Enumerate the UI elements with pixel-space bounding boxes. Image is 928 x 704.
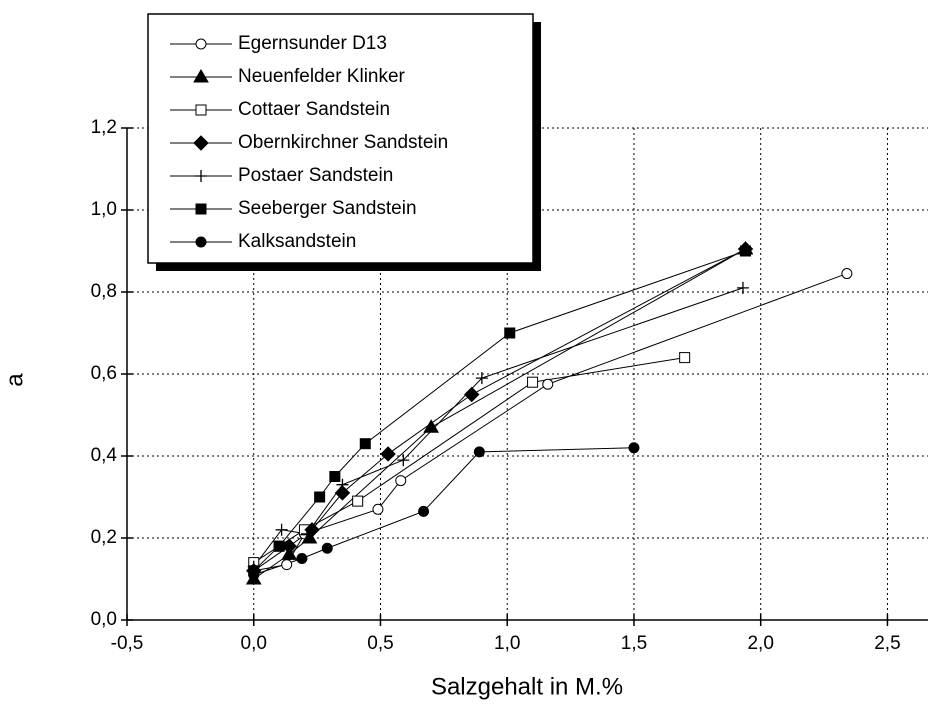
series-line (253, 248, 746, 572)
x-tick-label: 2,5 (874, 633, 900, 654)
legend-marker (195, 104, 207, 116)
series-line (253, 273, 848, 572)
data-point (273, 540, 285, 552)
legend (147, 13, 534, 264)
data-point (475, 372, 488, 385)
legend-label: Cottaer Sandstein (238, 99, 390, 120)
y-tick-label: 0,6 (91, 363, 117, 384)
data-point (329, 471, 341, 482)
data-point (504, 327, 516, 339)
data-point (321, 542, 333, 554)
legend-marker (195, 38, 207, 50)
data-point (304, 522, 320, 538)
data-point (423, 419, 440, 433)
data-point (736, 281, 749, 294)
legend-label: Neuenfelder Klinker (238, 66, 406, 87)
legend-label: Obernkirchner Sandstein (238, 132, 448, 153)
data-point (275, 523, 288, 536)
y-tick-label: 1,2 (91, 117, 117, 138)
data-point (281, 559, 293, 571)
data-point (301, 530, 318, 544)
data-point (473, 446, 485, 458)
data-point (841, 268, 853, 280)
y-tick-label: 0,4 (91, 445, 118, 466)
data-point (380, 446, 396, 462)
legend-marker (195, 203, 207, 215)
y-tick-label: 0,2 (91, 527, 117, 548)
legend-label: Egernsunder D13 (238, 33, 387, 54)
legend-label: Kalksandstein (238, 231, 356, 252)
x-tick-label: -0,5 (111, 633, 144, 654)
legend-label: Postaer Sandstein (238, 165, 393, 186)
data-point (336, 478, 349, 491)
series-line (253, 250, 746, 572)
data-point (679, 352, 691, 364)
x-tick-label: 0,0 (241, 633, 267, 654)
data-point (395, 475, 407, 487)
data-point (739, 245, 751, 257)
y-tick-label: 0,8 (91, 281, 117, 302)
x-tick-label: 1,5 (621, 633, 647, 654)
series-line (253, 447, 634, 576)
data-point (418, 505, 430, 517)
y-tick-label: 0,0 (91, 609, 117, 630)
data-point (248, 569, 260, 581)
data-point (372, 503, 384, 515)
legend-marker (193, 69, 209, 83)
data-point (334, 485, 351, 501)
series-line (253, 357, 685, 564)
data-point (628, 442, 640, 454)
x-tick-label: 1,0 (494, 633, 520, 654)
series-line (253, 248, 746, 580)
x-axis-label: Salzgehalt in M.% (431, 673, 623, 700)
legend-marker (195, 236, 207, 248)
data-point (397, 454, 410, 467)
legend-label: Seeberger Sandstein (238, 198, 417, 219)
y-axis-label: a (1, 373, 28, 387)
data-point (542, 378, 554, 390)
y-tick-label: 1,0 (91, 199, 117, 220)
legend-marker (193, 135, 209, 151)
legend-marker (195, 170, 207, 182)
data-point (300, 527, 313, 540)
data-point (359, 438, 371, 450)
data-point (314, 491, 326, 503)
data-point (352, 495, 364, 507)
x-tick-label: 0,5 (367, 633, 393, 654)
x-tick-label: 2,0 (747, 633, 773, 654)
data-point (296, 553, 308, 564)
series-line (253, 287, 744, 568)
data-point (527, 376, 539, 388)
data-point (464, 386, 480, 403)
